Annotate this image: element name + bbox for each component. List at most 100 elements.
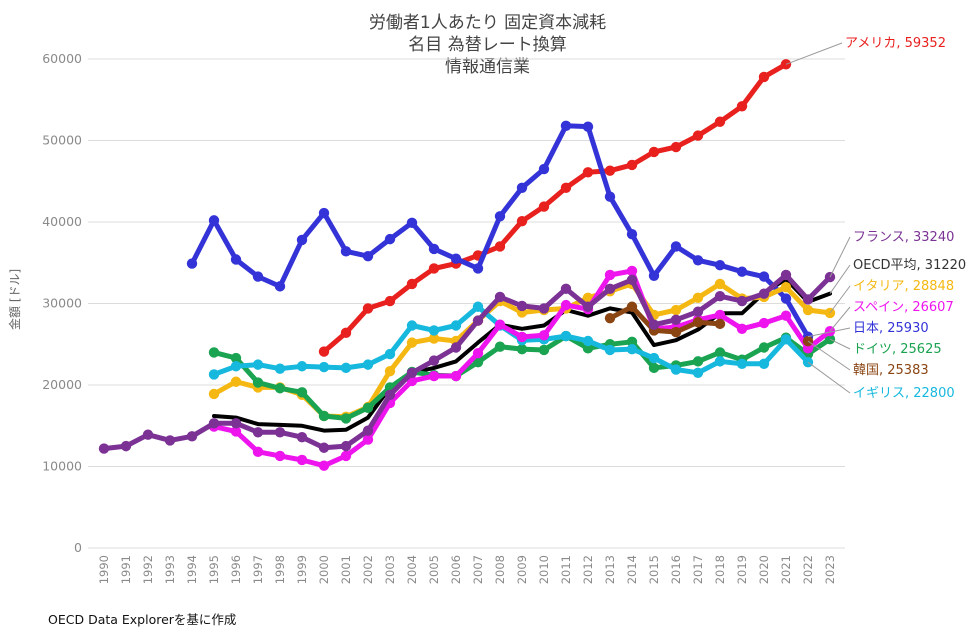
series-end-label: 日本, 25930 [853,321,929,336]
data-point [736,295,748,307]
data-point [736,101,748,112]
data-point [472,356,484,368]
data-point [252,427,264,438]
data-point [538,344,550,356]
data-point [714,278,726,290]
data-point [582,335,594,347]
data-point [692,292,704,303]
data-point [384,348,396,360]
y-tick-label: 40000 [42,214,82,229]
data-point [758,288,770,299]
data-point [296,387,308,398]
data-point [714,318,726,330]
data-point [406,320,418,331]
x-tick-label: 2017 [691,555,705,584]
data-point [560,330,572,342]
leader-line [785,42,843,65]
data-point [230,254,242,265]
data-point [296,431,308,443]
data-point [648,270,660,281]
y-tick-label: 50000 [42,133,82,148]
data-point [692,367,704,378]
data-point [780,310,792,321]
data-point [384,233,396,245]
data-point [758,358,770,370]
data-point [604,344,616,356]
data-point [318,346,330,357]
data-point [582,167,594,178]
data-point [318,361,330,373]
data-point [714,290,726,302]
x-tick-label: 1999 [295,555,309,584]
x-tick-label: 2021 [779,555,793,584]
data-point [582,301,594,312]
x-tick-label: 2008 [493,555,507,584]
leader-line [807,340,851,371]
data-point [648,352,660,364]
data-point [626,343,638,355]
data-point [406,217,418,229]
series-line [101,272,833,452]
data-point [538,163,550,175]
data-point [802,294,814,305]
data-point [538,201,550,212]
data-point [736,266,748,277]
x-tick-label: 1996 [229,555,243,584]
data-point [362,251,374,262]
x-tick-label: 1992 [141,555,155,584]
data-point [802,343,814,354]
data-point [274,450,286,462]
data-point [362,402,374,414]
x-tick-label: 1995 [207,555,221,584]
data-point [428,263,440,274]
data-point [626,159,638,171]
leader-line [829,306,851,332]
data-point [384,389,396,400]
data-point [98,443,110,454]
x-tick-label: 2020 [757,555,771,584]
data-point [736,323,748,334]
data-point [120,440,132,452]
x-tick-label: 2011 [559,555,573,584]
data-point [164,435,176,446]
data-point [208,369,220,380]
x-tick-label: 2019 [735,555,749,584]
data-point [406,278,418,290]
data-point [604,191,616,202]
source-note: OECD Data Explorerを基に作成 [48,612,237,627]
leader-line [829,236,851,278]
x-tick-label: 2018 [713,555,727,584]
data-point [516,331,528,343]
data-point [604,269,616,281]
data-point [692,317,704,328]
data-point [318,460,330,471]
x-tick-label: 2000 [317,555,331,584]
data-point [494,291,506,303]
data-point [318,207,330,219]
chart-title-line-3: 情報通信業 [445,57,530,77]
data-point [516,215,528,227]
data-point [274,363,286,374]
data-point [296,361,308,372]
data-point [604,165,616,176]
data-point [648,362,660,374]
data-point [604,283,616,295]
leader-line [829,285,851,314]
data-point [626,301,638,312]
data-point [670,314,682,325]
chart-title-line-2: 名目 為替レート換算 [408,35,567,55]
series-end-label: 韓国, 25383 [853,363,929,378]
x-tick-label: 2012 [581,555,595,584]
data-point [472,263,484,274]
data-point [252,377,264,388]
x-tick-label: 2007 [471,555,485,584]
data-point [318,442,330,453]
data-point [252,359,264,370]
data-point [406,337,418,348]
data-point [670,141,682,153]
data-point [692,356,704,367]
data-point [736,358,748,370]
data-point [340,450,352,462]
series-end-label: フランス, 33240 [853,230,954,245]
data-point [472,315,484,326]
